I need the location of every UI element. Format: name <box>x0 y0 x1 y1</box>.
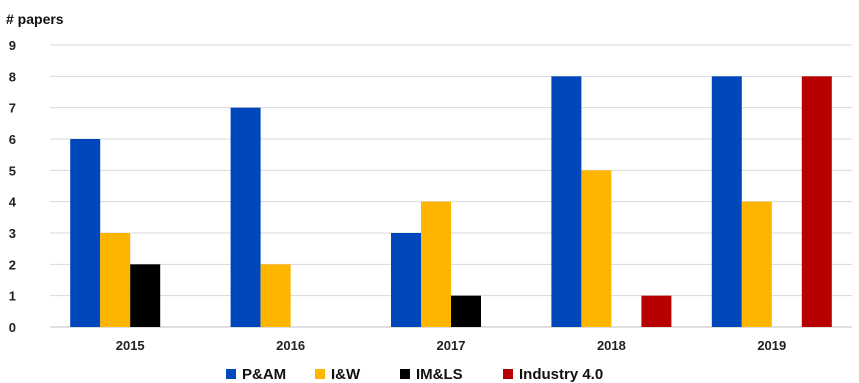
bars <box>70 76 832 328</box>
y-tick-label: 1 <box>9 289 16 304</box>
category-labels: 2015 2016 2017 2018 2019 <box>116 338 787 353</box>
bar-i-w-2019 <box>741 201 772 327</box>
x-tick-label: 2017 <box>437 338 466 353</box>
x-tick-label: 2019 <box>757 338 786 353</box>
y-tick-label: 6 <box>9 132 16 147</box>
legend-label: P&AM <box>242 366 286 383</box>
bar-im-ls-2017 <box>451 295 481 327</box>
y-tick-label: 9 <box>9 38 16 53</box>
legend-label: IM&LS <box>416 366 463 383</box>
bar-p-am-2017 <box>391 233 421 327</box>
bar-i-w-2017 <box>421 201 451 327</box>
bar-p-am-2015 <box>70 139 101 327</box>
y-tick-label: 3 <box>9 226 16 241</box>
x-tick-label: 2016 <box>276 338 305 353</box>
legend-swatch <box>400 369 410 379</box>
y-axis-title: # papers <box>6 11 64 27</box>
bar-i-w-2018 <box>581 170 612 327</box>
legend: P&AM I&W IM&LS Industry 4.0 <box>226 366 603 383</box>
y-tick-label: 0 <box>9 320 16 335</box>
legend-label: Industry 4.0 <box>519 366 603 383</box>
y-tick-labels: 0 1 2 3 4 5 6 7 8 9 <box>9 38 17 335</box>
x-tick-label: 2015 <box>116 338 145 353</box>
x-tick-label: 2018 <box>597 338 626 353</box>
y-tick-label: 8 <box>9 69 16 84</box>
bar-industry-4-0-2019 <box>801 76 832 327</box>
bar-im-ls-2015 <box>130 264 161 327</box>
bar-i-w-2015 <box>100 233 131 327</box>
bar-p-am-2019 <box>711 76 742 327</box>
y-tick-label: 5 <box>9 163 16 178</box>
y-tick-label: 7 <box>9 101 16 116</box>
bar-p-am-2016 <box>230 107 261 328</box>
legend-swatch <box>503 369 513 379</box>
y-tick-label: 4 <box>9 195 17 210</box>
bar-i-w-2016 <box>260 264 291 327</box>
legend-label: I&W <box>331 366 361 383</box>
legend-swatch <box>315 369 325 379</box>
legend-swatch <box>226 369 236 379</box>
bar-p-am-2018 <box>551 76 582 327</box>
y-tick-label: 2 <box>9 257 16 272</box>
bar-industry-4-0-2018 <box>641 295 672 327</box>
